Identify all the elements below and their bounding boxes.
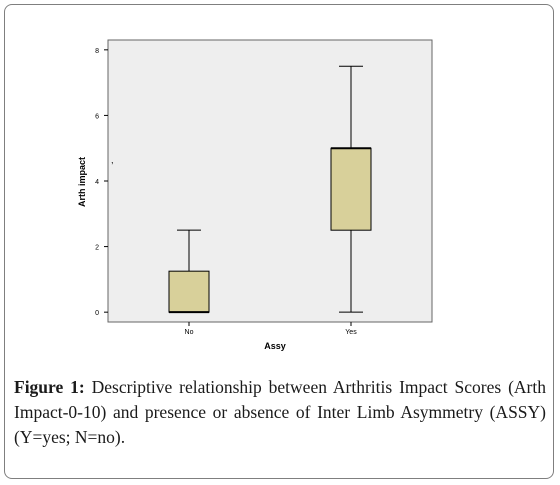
stray-mark: , [111,155,114,165]
plot-area [107,39,433,323]
y-tick-label: 8 [95,48,99,55]
y-tick-label: 4 [95,179,99,186]
x-tick-label: No [185,329,194,336]
y-axis: 0 2 4 6 8 [95,48,108,317]
x-tick-label: Yes [345,329,357,336]
x-axis: No Yes [185,322,357,336]
y-axis-label: Arth impact [77,157,87,207]
boxplot-chart: 0 2 4 6 8 No Yes Assy Arth impact , [77,39,433,351]
figure-caption-text: Descriptive relationship between Arthrit… [14,377,546,447]
box-no [168,229,210,314]
box-yes [330,65,372,313]
y-tick-label: 6 [95,113,99,120]
y-tick-label: 0 [95,310,99,317]
y-tick-label: 2 [95,245,99,252]
figure-label: Figure 1: [14,377,85,397]
boxes-group [168,65,372,314]
iqr-box [168,270,210,313]
x-axis-label: Assy [264,341,286,351]
iqr-box [330,147,372,231]
figure-caption: Figure 1: Descriptive relationship betwe… [14,375,546,450]
